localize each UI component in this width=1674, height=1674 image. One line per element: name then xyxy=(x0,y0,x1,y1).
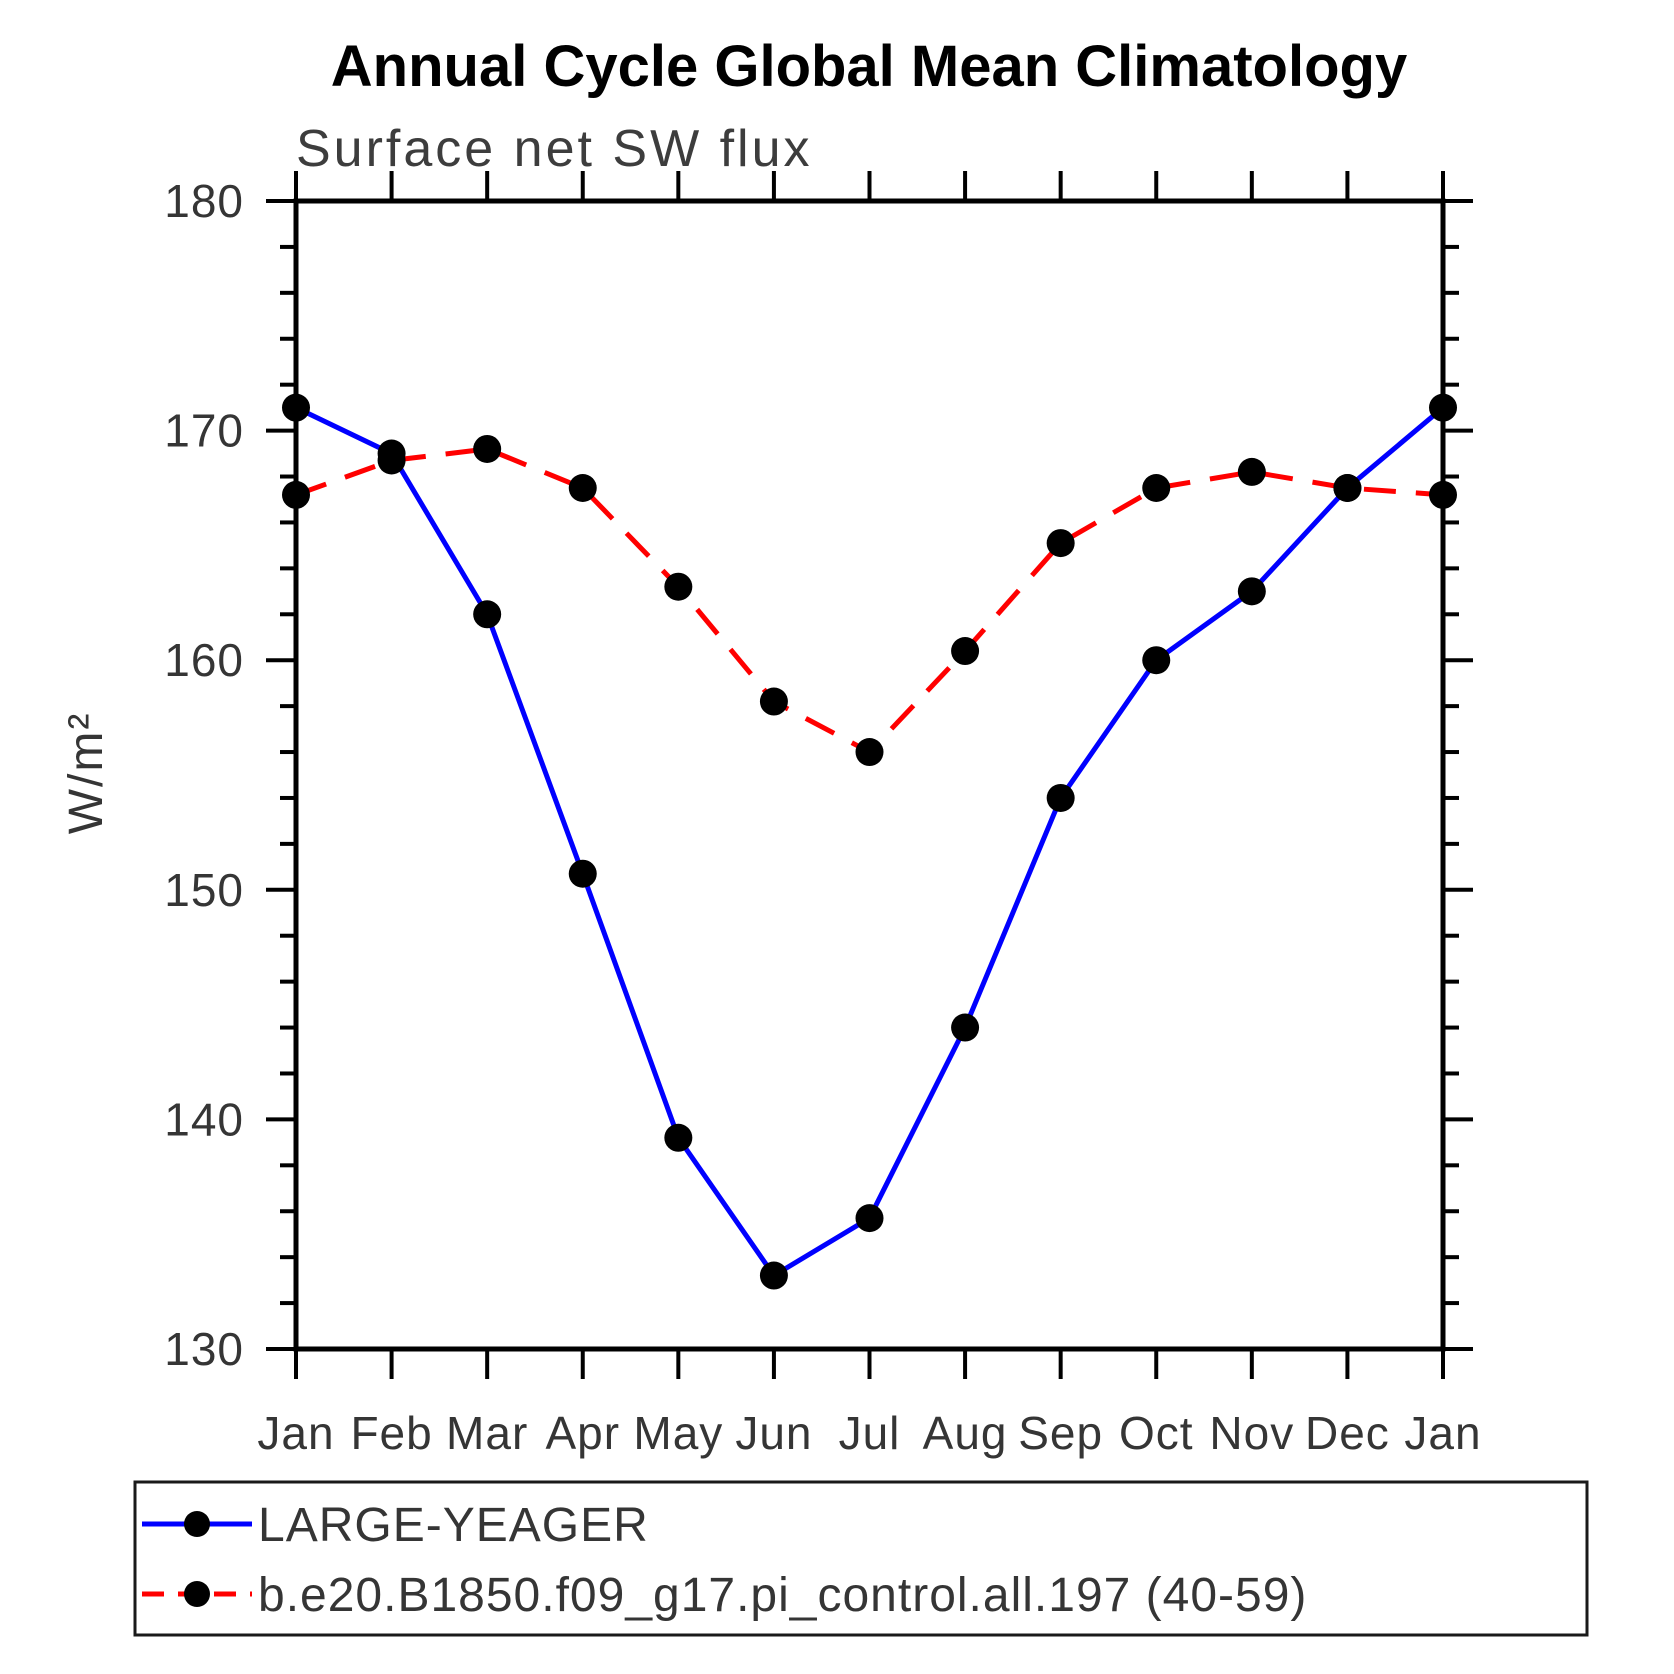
data-point-marker xyxy=(759,687,788,716)
x-tick-label: Sep xyxy=(1018,1407,1103,1459)
data-point-marker xyxy=(568,859,597,888)
x-tick-label: Feb xyxy=(350,1407,432,1459)
x-tick-label: Jan xyxy=(257,1407,334,1459)
legend-sample-marker xyxy=(184,1581,210,1607)
chart-title: Annual Cycle Global Mean Climatology xyxy=(331,34,1407,99)
legend: LARGE-YEAGER b.e20.B1850.f09_g17.pi_contr… xyxy=(133,1480,1589,1637)
data-point-marker xyxy=(759,1261,788,1290)
data-point-marker xyxy=(377,446,406,475)
x-tick-label: Aug xyxy=(923,1407,1008,1459)
x-tick-label: Nov xyxy=(1209,1407,1294,1459)
data-point-marker xyxy=(282,480,310,509)
data-point-marker xyxy=(1046,529,1075,558)
data-point-marker xyxy=(1142,646,1171,675)
plot-area: 130 140 150 160 170 180 Jan Feb Mar Apr May Jun Jul A… xyxy=(164,171,1481,1459)
data-point-marker xyxy=(473,434,502,463)
legend-label: b.e20.B1850.f09_g17.pi_control.all.197 (… xyxy=(258,1569,1307,1622)
data-point-marker xyxy=(1333,474,1362,502)
y-tick-label: 180 xyxy=(164,175,244,227)
y-tick-label: 130 xyxy=(164,1323,244,1375)
legend-label: LARGE-YEAGER xyxy=(258,1499,649,1552)
data-point-marker xyxy=(1429,393,1457,422)
x-tick-label: Mar xyxy=(446,1407,528,1459)
data-point-marker xyxy=(282,393,310,422)
x-tick-label: Dec xyxy=(1305,1407,1390,1459)
data-point-marker xyxy=(664,1123,693,1152)
series-line xyxy=(294,405,1445,1279)
y-axis-label: W/m² xyxy=(60,712,113,835)
y-tick-label: 160 xyxy=(164,634,244,686)
x-tick-label: Apr xyxy=(545,1407,620,1459)
data-point-marker xyxy=(1046,783,1075,812)
data-point-marker xyxy=(1142,474,1171,502)
data-point-marker xyxy=(855,1204,884,1233)
axes-box xyxy=(293,198,1446,1352)
data-point-marker xyxy=(1237,577,1266,606)
y-tick-label: 140 xyxy=(164,1093,244,1145)
data-point-marker xyxy=(473,600,502,629)
x-tick-label: Jul xyxy=(839,1407,901,1459)
y-tick-label: 150 xyxy=(164,864,244,916)
x-tick-label: May xyxy=(633,1407,723,1459)
series-line xyxy=(295,446,1444,756)
legend-sample-marker xyxy=(184,1511,210,1537)
chart-subtitle: Surface net SW flux xyxy=(296,120,813,178)
legend-box xyxy=(133,1480,1589,1637)
x-tick-label: Jun xyxy=(735,1407,812,1459)
data-point-marker xyxy=(1429,480,1457,509)
x-tick-label: Oct xyxy=(1119,1407,1194,1459)
data-point-marker xyxy=(855,738,884,767)
x-tick-label: Jan xyxy=(1404,1407,1481,1459)
legend-rows: LARGE-YEAGER b.e20.B1850.f09_g17.pi_contr… xyxy=(142,1499,1307,1622)
data-point-marker xyxy=(568,474,597,502)
data-point-marker xyxy=(1237,457,1266,486)
data-point-marker xyxy=(951,1013,980,1042)
data-point-marker xyxy=(951,637,980,666)
data-point-marker xyxy=(664,572,693,601)
y-tick-label: 170 xyxy=(164,405,244,457)
